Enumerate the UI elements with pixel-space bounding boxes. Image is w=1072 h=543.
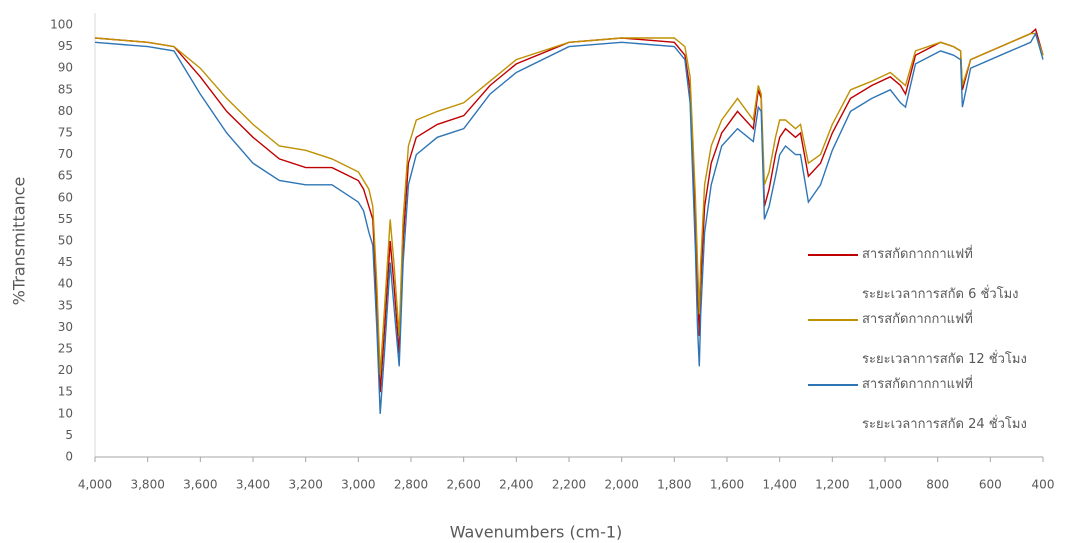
y-tick-label: 10 [58, 406, 73, 420]
y-tick-label: 65 [58, 169, 73, 183]
x-tick-label: 2,200 [552, 478, 586, 492]
y-tick-label: 55 [58, 212, 73, 226]
x-tick-label: 400 [1032, 478, 1055, 492]
x-tick-label: 1,200 [815, 478, 849, 492]
x-tick-label: 2,800 [394, 478, 428, 492]
x-tick-label: 800 [926, 478, 949, 492]
x-tick-label: 3,400 [236, 478, 270, 492]
x-tick-label: 1,600 [710, 478, 744, 492]
x-tick-label: 2,600 [446, 478, 480, 492]
y-axis-title: %Transmittance [10, 177, 29, 306]
x-axis-title: Wavenumbers (cm-1) [450, 523, 623, 542]
legend-label: สารสกัดกากกาแฟที่ ระยะเวลาการสกัด 24 ชั่… [862, 365, 1027, 445]
y-tick-label: 80 [58, 104, 73, 118]
y-tick-label: 100 [50, 18, 73, 32]
y-tick-label: 60 [58, 190, 73, 204]
y-tick-label: 35 [58, 298, 73, 312]
x-tick-label: 2,400 [499, 478, 533, 492]
page: Wavenumbers (cm-1) %Transmittance 0 5 10 15… [0, 0, 1072, 543]
x-tick-label: 3,000 [341, 478, 375, 492]
x-tick-label: 1,800 [657, 478, 691, 492]
y-tick-label: 0 [65, 450, 73, 464]
x-tick-label: 3,200 [288, 478, 322, 492]
y-tick-label: 5 [65, 428, 73, 442]
y-tick-label: 40 [58, 277, 73, 291]
y-tick-label: 70 [58, 147, 73, 161]
y-tick-label: 75 [58, 126, 73, 140]
x-tick-label: 4,000 [78, 478, 112, 492]
y-tick-label: 45 [58, 255, 73, 269]
x-tick-label: 3,600 [183, 478, 217, 492]
x-tick-label: 600 [979, 478, 1002, 492]
y-tick-label: 30 [58, 320, 73, 334]
y-tick-label: 15 [58, 385, 73, 399]
y-tick-label: 90 [58, 61, 73, 75]
x-tick-label: 1,400 [762, 478, 796, 492]
y-tick-label: 50 [58, 234, 73, 248]
y-tick-label: 20 [58, 363, 73, 377]
y-tick-label: 25 [58, 342, 73, 356]
y-tick-label: 95 [58, 39, 73, 53]
x-tick-label: 3,800 [130, 478, 164, 492]
x-tick-label: 1,000 [868, 478, 902, 492]
y-tick-label: 85 [58, 82, 73, 96]
x-tick-label: 2,000 [604, 478, 638, 492]
